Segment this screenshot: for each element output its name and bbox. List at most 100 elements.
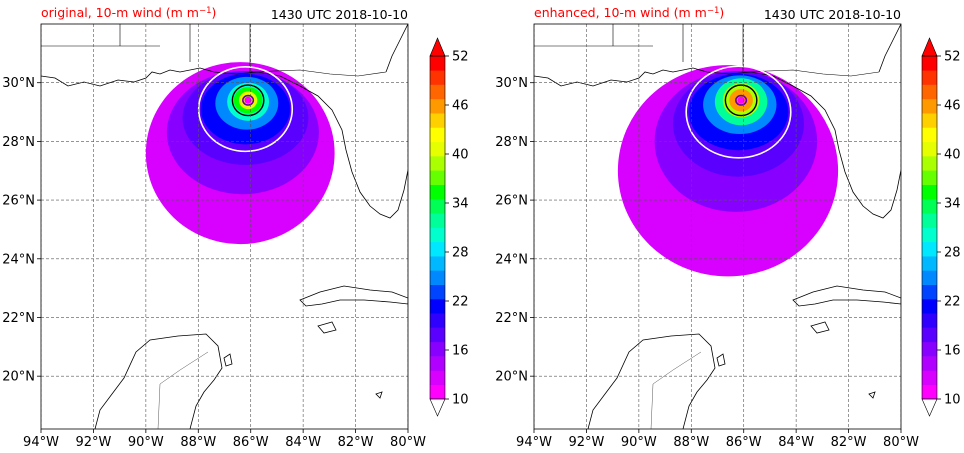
colorbar-swatch	[430, 156, 445, 171]
map-gridlines	[534, 24, 901, 429]
coastlines	[41, 24, 408, 429]
colorbar-tick-label: 28	[452, 246, 469, 261]
x-tick-label: 80°W	[883, 435, 919, 450]
colorbar-enhanced: 10 16 22 28 34 40 46 52	[921, 37, 961, 417]
colorbar-tick-label: 52	[944, 50, 961, 65]
colorbar-swatch	[430, 327, 445, 343]
x-tick-label: 94°W	[23, 435, 59, 450]
colorbar-swatch	[430, 84, 445, 100]
x-tick-label: 94°W	[516, 435, 552, 450]
colorbar-swatch	[430, 241, 445, 257]
colorbar-extend-min	[429, 398, 446, 417]
x-tick-label: 90°W	[621, 435, 657, 450]
isla-de-la-juventud-outline	[317, 321, 337, 334]
y-tick-label: 24°N	[2, 252, 35, 267]
colorbar-swatch	[922, 284, 937, 300]
x-tick-label: 88°W	[673, 435, 709, 450]
colorbar-swatch	[430, 227, 445, 243]
colorbar-swatch	[430, 113, 445, 128]
colorbar-swatch	[430, 356, 445, 371]
colorbar-tick-label: 22	[452, 295, 469, 310]
x-axis-ticks: 94°W 92°W 90°W 88°W 86°W 84°W 82°W 80°W	[23, 429, 426, 450]
colorbar-swatch	[922, 113, 937, 128]
colorbar-swatch	[922, 370, 937, 386]
us-state-border-outline	[534, 24, 880, 77]
wind-contours	[685, 65, 792, 159]
colorbar-swatch	[922, 356, 937, 371]
colorbar-tick-label: 16	[944, 344, 961, 359]
colorbar-tick-label: 10	[944, 393, 961, 408]
contour-eyewall	[735, 94, 748, 106]
colorbar-swatch	[430, 198, 445, 214]
y-tick-label: 24°N	[495, 252, 528, 267]
x-tick-label: 82°W	[338, 435, 374, 450]
mexico-border-outline	[650, 351, 702, 429]
x-tick-label: 90°W	[128, 435, 164, 450]
panel-original-title: original, 10-m wind (m m−1)	[41, 5, 216, 20]
y-tick-label: 28°N	[2, 135, 35, 150]
colorbar-swatch	[430, 141, 445, 157]
x-tick-label: 86°W	[726, 435, 762, 450]
y-tick-label: 30°N	[495, 76, 528, 91]
colorbar-tick-label: 10	[452, 393, 469, 408]
colorbar-swatch	[430, 370, 445, 386]
x-tick-label: 86°W	[233, 435, 269, 450]
cuba-outline	[792, 285, 901, 307]
colorbar-swatch	[922, 170, 937, 185]
contour-black	[724, 84, 758, 117]
contour-white	[685, 65, 792, 159]
y-tick-label: 22°N	[2, 311, 35, 326]
contour-black	[231, 84, 265, 117]
colorbar-swatch	[430, 56, 445, 71]
colorbar-tick-label: 34	[944, 197, 961, 212]
colorbar-swatch	[922, 341, 937, 357]
panel-enhanced-title: enhanced, 10-m wind (m m−1)	[534, 5, 724, 20]
x-tick-label: 82°W	[831, 435, 867, 450]
colorbar-swatch	[430, 98, 445, 114]
colorbar-tick-label: 40	[452, 148, 469, 163]
panel-original-map: original, 10-m wind (m m−1) 1430 UTC 201…	[2, 5, 426, 450]
colorbar-tick-label: 46	[452, 99, 469, 114]
panel-enhanced-time: 1430 UTC 2018-10-10	[764, 7, 901, 22]
y-tick-label: 28°N	[495, 135, 528, 150]
colorbar-tick-label: 28	[944, 246, 961, 261]
panel-original-time: 1430 UTC 2018-10-10	[271, 7, 408, 22]
colorbar-tick-label: 52	[452, 50, 469, 65]
contour-eyewall	[242, 94, 255, 106]
colorbar-swatch	[430, 284, 445, 300]
y-tick-label: 22°N	[495, 311, 528, 326]
us-state-border-outline	[41, 24, 387, 77]
colorbar-swatch	[922, 327, 937, 343]
colorbar-swatch	[922, 384, 937, 400]
colorbar-swatch	[430, 70, 445, 85]
colorbar-tick-label: 46	[944, 99, 961, 114]
bahamas-outline	[375, 391, 383, 399]
colorbar-swatch	[922, 198, 937, 214]
x-tick-label: 84°W	[778, 435, 814, 450]
isla-de-la-juventud-outline	[810, 321, 830, 334]
yucatan-outline	[587, 333, 716, 429]
us-gulf-coast-outline	[534, 67, 901, 219]
x-tick-label: 88°W	[180, 435, 216, 450]
y-axis-ticks: 20°N 22°N 24°N 26°N 28°N 30°N	[2, 76, 41, 385]
coastlines	[534, 24, 901, 429]
colorbar-swatch	[922, 313, 937, 328]
x-tick-label: 84°W	[285, 435, 321, 450]
colorbar-swatch	[430, 298, 445, 314]
colorbar-swatch	[922, 156, 937, 171]
colorbar-swatch	[430, 313, 445, 328]
colorbar-swatch	[922, 227, 937, 243]
y-tick-label: 20°N	[2, 370, 35, 385]
mexico-border-outline	[157, 351, 209, 429]
colorbar-swatch	[922, 241, 937, 257]
colorbar-swatch	[430, 127, 445, 143]
storm-eye	[737, 96, 745, 104]
colorbar-swatch	[922, 256, 937, 271]
panel-enhanced-map: enhanced, 10-m wind (m m−1) 1430 UTC 201…	[495, 5, 919, 450]
florida-east-coast-outline	[878, 24, 901, 73]
colorbar-swatch	[430, 270, 445, 285]
colorbar-tick-label: 16	[452, 344, 469, 359]
colorbar-frame	[921, 55, 938, 400]
colorbar-swatch	[922, 141, 937, 157]
